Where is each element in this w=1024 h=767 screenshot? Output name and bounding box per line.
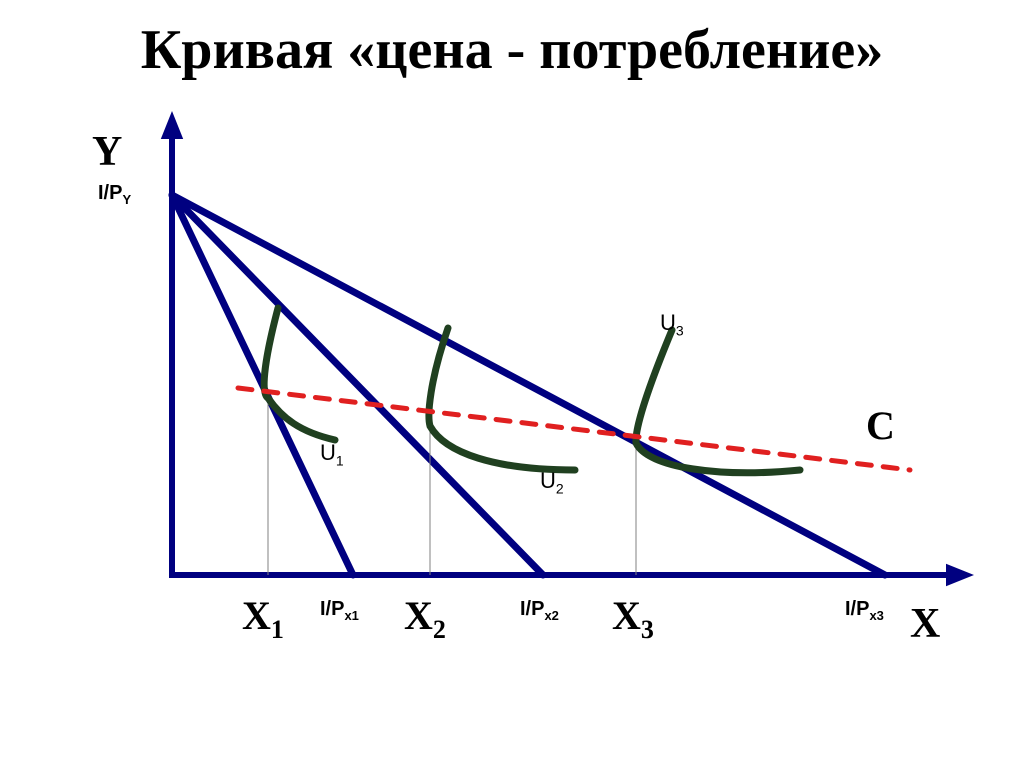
label-C: C	[866, 402, 895, 449]
y-axis-arrow	[161, 111, 183, 139]
label-IPx1: I/Px1	[320, 598, 359, 623]
budget-line-2	[172, 195, 543, 575]
label-IPx2: I/Px2	[520, 598, 559, 623]
label-X1: X1	[242, 592, 284, 645]
label-U1: U1	[320, 440, 344, 468]
price-consumption-chart	[0, 0, 1024, 767]
label-Y: Y	[92, 128, 122, 176]
label-U3: U3	[660, 310, 684, 338]
label-U2: U2	[540, 468, 564, 496]
budget-line-3	[172, 195, 885, 575]
label-IPx3: I/Px3	[845, 598, 884, 623]
label-X: X	[910, 600, 940, 648]
label-X3: X3	[612, 592, 654, 645]
label-IPy: I/PY	[98, 182, 131, 207]
x-axis-arrow	[946, 564, 974, 586]
label-X2: X2	[404, 592, 446, 645]
indifference-curve-U3	[636, 330, 800, 473]
